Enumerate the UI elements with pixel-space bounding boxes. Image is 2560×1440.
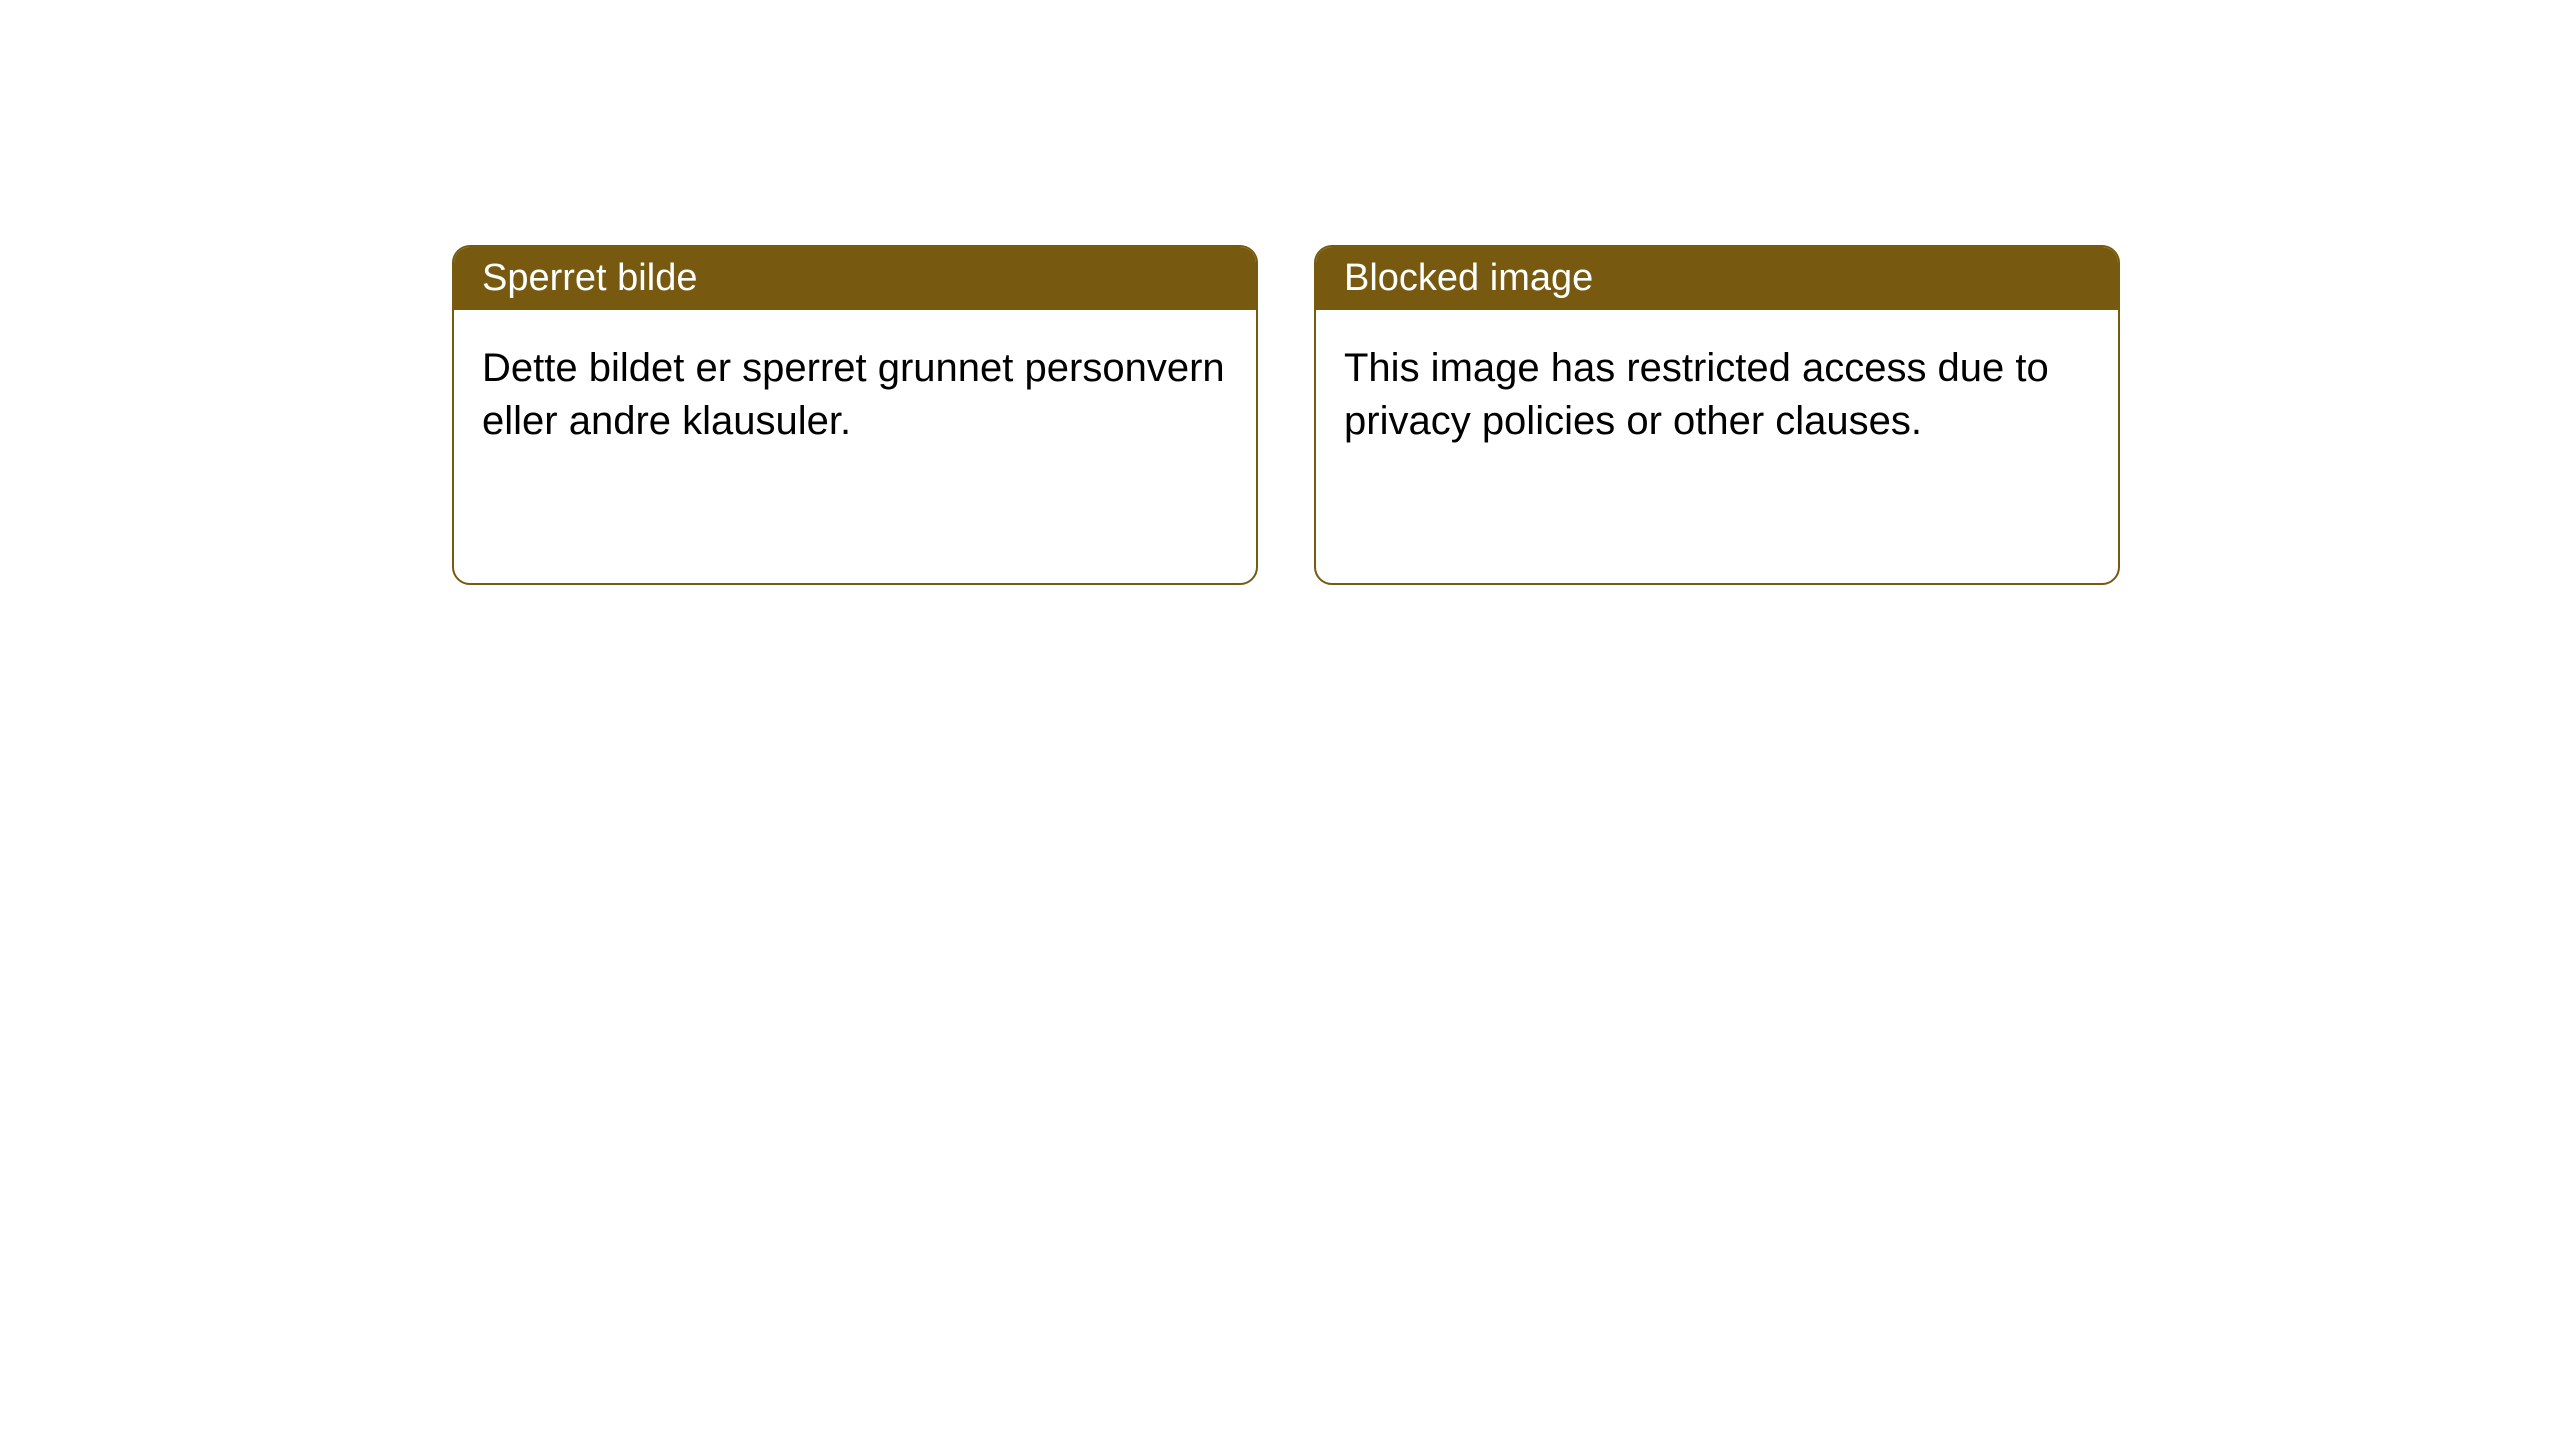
notice-card-norwegian: Sperret bilde Dette bildet er sperret gr… [452,245,1258,585]
notice-body: Dette bildet er sperret grunnet personve… [454,310,1256,480]
notice-container: Sperret bilde Dette bildet er sperret gr… [0,0,2560,585]
notice-body: This image has restricted access due to … [1316,310,2118,480]
notice-header: Sperret bilde [454,247,1256,310]
notice-card-english: Blocked image This image has restricted … [1314,245,2120,585]
notice-header: Blocked image [1316,247,2118,310]
